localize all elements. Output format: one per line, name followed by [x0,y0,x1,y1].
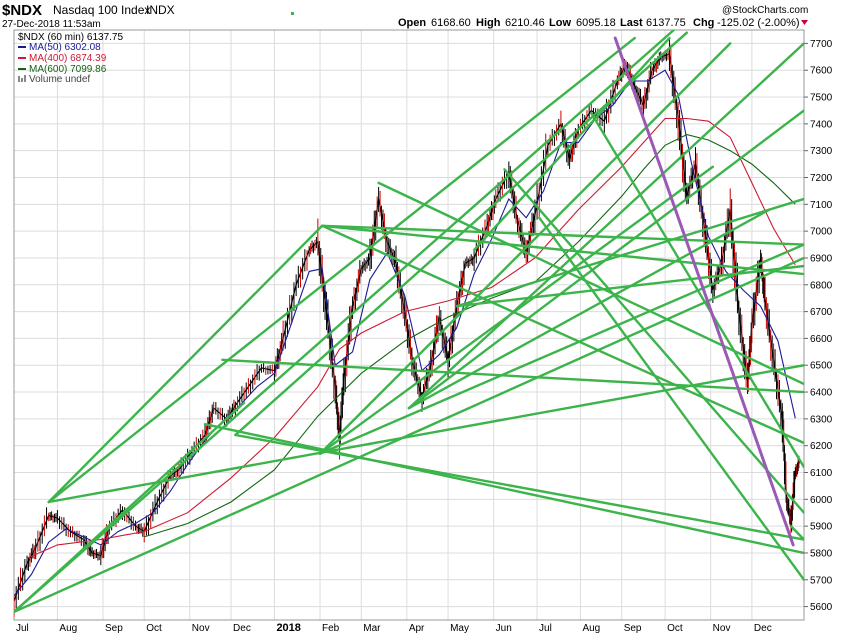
legend-volume: Volume undef [29,74,90,85]
high-value: 6210.46 [505,17,545,29]
trendline [221,358,804,394]
trendline [320,224,804,445]
x-tick-label: Oct [667,623,683,633]
y-tick-label: 7400 [810,119,833,130]
x-tick-label: Dec [754,623,772,633]
legend: $NDX (60 min) 6137.75 MA(50) 6302.08 MA(… [18,32,123,85]
legend-ma50: MA(50) 6302.08 [29,42,101,53]
y-tick-label: 5800 [810,548,833,559]
x-tick-label: May [450,623,469,633]
stray-mark [291,12,294,15]
y-tick-label: 6900 [810,253,833,264]
x-tick-label: Sep [624,623,642,633]
x-tick-label: Apr [409,623,425,633]
low-label: Low [549,17,571,29]
trendline [455,197,804,308]
trendline [47,224,324,504]
x-tick-label: Jul [539,623,552,633]
x-tick-label: Jun [496,623,512,633]
x-tick-label: Mar [363,623,381,633]
y-tick-label: 7200 [810,173,833,184]
last-value: 6137.75 [646,17,686,29]
chg-label: Chg [693,17,714,29]
trendline [234,433,804,541]
y-tick-label: 6300 [810,414,833,425]
x-tick-label: Aug [582,623,600,633]
open-label: Open [398,17,426,29]
y-tick-label: 6100 [810,468,833,479]
legend-ma400: MA(400) 6874.39 [29,53,107,64]
x-tick-label: Nov [192,623,210,633]
y-tick-label: 5700 [810,575,833,586]
chg-value: -125.02 (-2.00%) [717,17,800,29]
trendline [407,42,804,410]
x-axis: Jul Aug Sep Oct Nov Dec 2018 Feb Mar Apr May Jun Jul… [16,622,772,633]
chart-header: $NDX Nasdaq 100 Index INDX 27-Dec-2018 1… [2,2,808,30]
trendline [472,36,671,252]
trendline [318,42,732,455]
x-tick-label: Oct [146,623,162,633]
trendline [538,216,804,581]
y-tick-label: 7600 [810,66,833,77]
symbol: $NDX [2,2,42,19]
y-tick-label: 7000 [810,227,833,238]
trendline [789,524,804,541]
y-tick-label: 5900 [810,522,833,533]
y-tick-label: 7500 [810,93,833,104]
y-tick-label: 6800 [810,280,833,291]
ma-line [14,69,796,597]
date-stamp: 27-Dec-2018 11:53am [2,19,101,30]
legend-price: $NDX (60 min) 6137.75 [18,32,123,43]
low-value: 6095.18 [576,17,616,29]
legend-ma600: MA(600) 7099.86 [29,64,107,75]
y-tick-label: 6500 [810,361,833,372]
trendline [455,264,804,308]
trendline [47,364,804,504]
trendline [590,111,804,469]
last-label: Last [620,17,643,29]
x-tick-label: 2018 [276,622,300,633]
y-tick-label: 6000 [810,495,833,506]
y-tick-label: 7100 [810,200,833,211]
x-tick-label: Feb [322,623,340,633]
x-tick-label: Dec [233,623,251,633]
x-tick-label: Jul [16,623,29,633]
y-tick-label: 6600 [810,334,833,345]
trendline [318,243,804,455]
x-tick-label: Aug [59,623,77,633]
y-tick-label: 7700 [810,39,833,50]
exchange: INDX [146,3,175,17]
y-tick-label: 6200 [810,441,833,452]
y-axis: 5600 5700 5800 5900 6000 6100 6200 6300 6400 6500… [804,39,833,613]
index-name: Nasdaq 100 Index [53,3,150,17]
trendline [203,423,804,555]
trendline [14,401,246,614]
y-tick-label: 6400 [810,388,833,399]
y-tick-label: 5600 [810,602,833,613]
high-label: High [476,17,501,29]
y-tick-label: 6700 [810,307,833,318]
trendline [47,36,636,504]
trendline [14,256,804,614]
down-arrow-icon [801,20,808,25]
plot-frame [13,29,805,621]
volume-bars-icon [18,75,26,82]
x-tick-label: Sep [105,623,123,633]
trendline [407,208,771,410]
open-value: 6168.60 [431,17,471,29]
ma-line [26,117,796,559]
trendline [503,168,804,514]
trendlines [14,30,804,614]
purple-trendline [613,36,795,547]
watermark: @StockCharts.com [722,5,808,16]
y-tick-label: 7300 [810,146,833,157]
trendline [14,30,675,614]
x-tick-label: Nov [713,623,731,633]
